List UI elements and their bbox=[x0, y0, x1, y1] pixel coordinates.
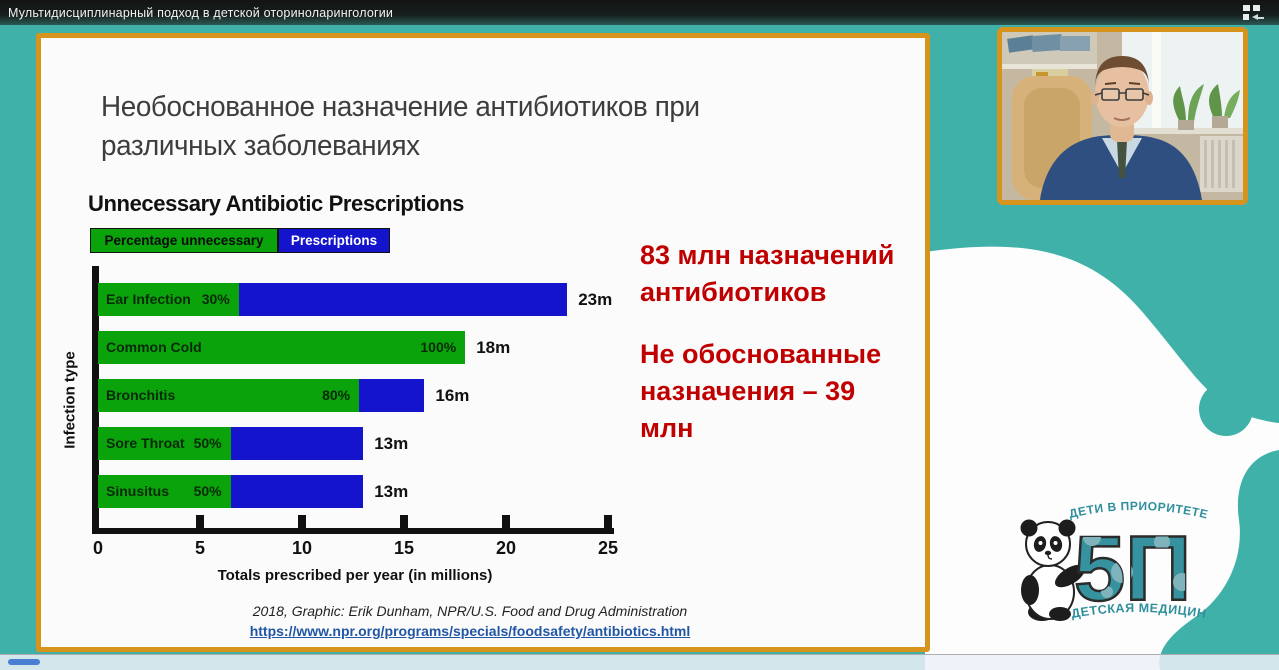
annotation-unjustified-prescriptions: Не обоснованные назначения – 39 млн bbox=[640, 339, 882, 443]
bar-infection-label: Bronchitis bbox=[106, 387, 176, 403]
bar-blue-segment bbox=[230, 427, 364, 460]
bar-blue-segment bbox=[238, 283, 568, 316]
x-tick-label: 15 bbox=[393, 538, 415, 558]
teal-wave-shape bbox=[1159, 450, 1279, 670]
legend-percentage-unnecessary: Percentage unnecessary bbox=[90, 228, 278, 253]
bar-blue-segment bbox=[230, 475, 364, 508]
bar-total-label: 23m bbox=[578, 290, 613, 309]
chart-source-link[interactable]: https://www.npr.org/programs/specials/fo… bbox=[249, 623, 691, 639]
x-tick-mark bbox=[400, 515, 408, 528]
window-plants bbox=[1173, 84, 1240, 130]
speaker-video-frame bbox=[1002, 32, 1243, 200]
bar-infection-label: Sinusitus bbox=[106, 483, 170, 499]
logo-spots bbox=[1083, 528, 1191, 598]
horizontal-scrollbar[interactable] bbox=[0, 654, 1279, 670]
x-tick-label: 5 bbox=[194, 538, 205, 558]
horizontal-scrollbar-thumb[interactable] bbox=[8, 659, 40, 665]
y-axis-line bbox=[92, 266, 99, 534]
x-tick-label: 0 bbox=[92, 538, 103, 558]
x-tick-mark bbox=[502, 515, 510, 528]
window-title-bar: Мультидисциплинарный подход в детской от… bbox=[0, 0, 1279, 25]
x-axis-line bbox=[92, 528, 614, 534]
bar-percentage-label: 80% bbox=[322, 387, 351, 403]
bar-percentage-label: 30% bbox=[201, 291, 230, 307]
bar-total-label: 16m bbox=[435, 386, 470, 405]
x-axis-label: Totals prescribed per year (in millions) bbox=[217, 567, 493, 584]
bar-green-segment: Sinusitus 50% bbox=[98, 475, 231, 508]
slide-title: Необоснованное назначение антибиотиков п… bbox=[101, 91, 700, 162]
panda-icon bbox=[1020, 519, 1086, 621]
bar-row: Bronchitis 80% 16m bbox=[98, 379, 469, 412]
annotation-total-prescriptions: 83 млн назначений антибиотиков bbox=[640, 240, 895, 307]
bar-row: Common Cold 100% 18m bbox=[98, 331, 510, 364]
bar-green-segment: Ear Infection 30% bbox=[98, 283, 239, 316]
bar-total-label: 13m bbox=[374, 482, 409, 501]
teal-bump-shape bbox=[1199, 382, 1253, 436]
window-title: Мультидисциплинарный подход в детской от… bbox=[8, 5, 394, 20]
glasses bbox=[1094, 88, 1150, 101]
children-priority-logo: 5П 5П bbox=[1012, 492, 1209, 621]
x-tick-label: 25 bbox=[597, 538, 619, 558]
bar-green-segment: Common Cold 100% bbox=[98, 331, 466, 364]
chart-source-attribution: 2018, Graphic: Erik Dunham, NPR/U.S. Foo… bbox=[252, 603, 688, 619]
bar-percentage-label: 50% bbox=[193, 483, 222, 499]
y-axis-label: Infection type bbox=[61, 351, 79, 449]
bar-total-label: 18m bbox=[476, 338, 511, 357]
x-tick-label: 20 bbox=[495, 538, 517, 558]
bar-green-segment: Bronchitis 80% bbox=[98, 379, 360, 412]
x-tick-label: 10 bbox=[291, 538, 313, 558]
layout-view-icon[interactable] bbox=[1243, 5, 1265, 21]
chart-title: Unnecessary Antibiotic Prescriptions bbox=[88, 191, 465, 216]
x-tick-mark bbox=[196, 515, 204, 528]
bar-percentage-label: 100% bbox=[420, 339, 457, 355]
speaker-webcam-thumbnail[interactable] bbox=[997, 27, 1248, 205]
white-blob-shape bbox=[925, 246, 1279, 670]
radiator bbox=[1200, 136, 1243, 192]
bar-percentage-label: 50% bbox=[193, 435, 222, 451]
speaker-person bbox=[1040, 56, 1202, 200]
bar-row: Sinusitus 50% 13m bbox=[98, 475, 408, 508]
bar-row: Ear Infection 30% 23m bbox=[98, 283, 612, 316]
x-tick-mark bbox=[604, 515, 612, 528]
bar-row: Sore Throat 50% 13m bbox=[98, 427, 408, 460]
bar-green-segment: Sore Throat 50% bbox=[98, 427, 231, 460]
bar-infection-label: Ear Infection bbox=[106, 291, 191, 307]
bar-total-label: 13m bbox=[374, 434, 409, 453]
legend-prescriptions: Prescriptions bbox=[278, 228, 390, 253]
bar-infection-label: Common Cold bbox=[106, 339, 202, 355]
bar-infection-label: Sore Throat bbox=[106, 435, 185, 451]
x-tick-mark bbox=[298, 515, 306, 528]
bar-blue-segment bbox=[359, 379, 425, 412]
